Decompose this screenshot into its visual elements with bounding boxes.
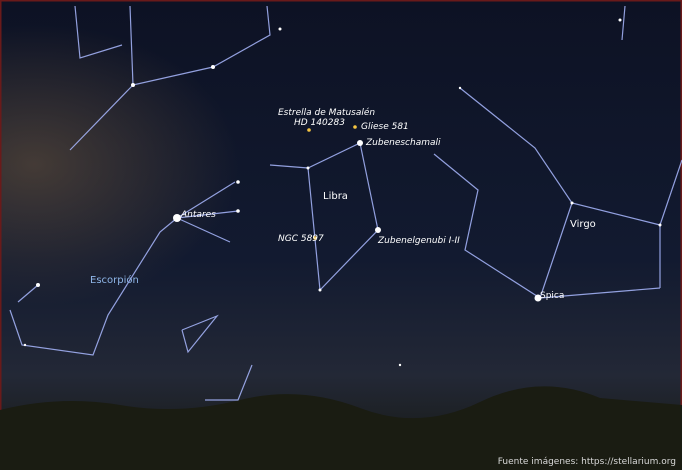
sky-view: Estrella de Matusalén HD 140283 Gliese 5… — [0, 0, 682, 470]
credit: Fuente imágenes: https://stellarium.org — [498, 457, 676, 467]
constellation-name: Libra — [323, 191, 348, 202]
label: Antares — [180, 210, 216, 220]
label: NGC 5897 — [278, 234, 324, 244]
label: Zubeneschamali — [365, 138, 441, 148]
label: HD 140283 — [294, 118, 345, 128]
label: Spica — [540, 291, 564, 301]
star-marker — [353, 125, 357, 129]
star-marker — [307, 128, 311, 132]
label: Zubenelgenubi I-II — [377, 236, 460, 246]
label: Gliese 581 — [361, 122, 409, 132]
constellation-name: Escorpión — [90, 274, 139, 286]
label: Estrella de Matusalén — [278, 107, 375, 118]
constellation-name: Virgo — [570, 219, 596, 230]
